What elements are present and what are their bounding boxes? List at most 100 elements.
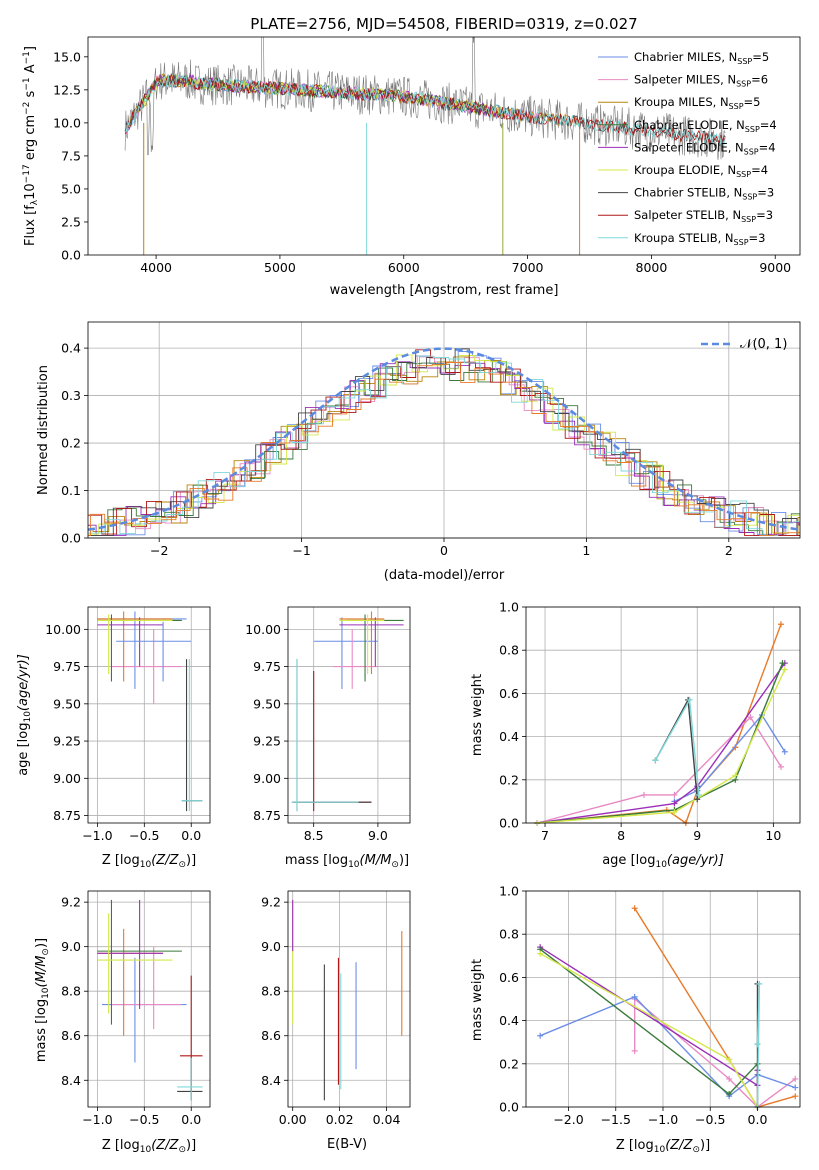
spectrum-ytick-label: 15.0 xyxy=(53,49,81,64)
weight-vs-age-point xyxy=(779,660,786,667)
weight-vs-age-panel: 7 8 9 10 0.0 0.2 0.4 0.6 0.8 1.0 age [log10(age/y… xyxy=(470,600,801,870)
legend-label-sub: SSP xyxy=(736,80,751,89)
age-vs-Z-ytick-label: 10.00 xyxy=(45,622,81,637)
weight-vs-age-point xyxy=(732,772,739,779)
weight-vs-age-point xyxy=(640,791,647,798)
weight-vs-age-series-line xyxy=(537,669,786,824)
weight-vs-Z-series-line xyxy=(539,946,759,1087)
weight-vs-Z-series-line xyxy=(539,952,759,1108)
spectrum-xtick-label: 7000 xyxy=(512,260,544,275)
spectrum-xtick-label: 9000 xyxy=(759,260,791,275)
weight-vs-age-point xyxy=(781,748,788,755)
weight-vs-age-series-line xyxy=(537,662,784,824)
mass-vs-EBV-grid xyxy=(288,891,410,1107)
weight-vs-Z-series-line xyxy=(634,997,796,1108)
residuals-xtick-label: −1 xyxy=(292,543,310,558)
mass-vs-Z-xtick-label: 0.0 xyxy=(181,1112,201,1127)
weight-vs-Z-point xyxy=(631,993,638,1000)
weight-vs-age-xtick-label: 9 xyxy=(693,828,701,843)
spectrum-data-line xyxy=(124,37,726,161)
legend-label-suffix: =5 xyxy=(744,95,761,109)
weight-vs-Z-series-line xyxy=(634,907,796,1108)
age-vs-Z-ytick-label: 9.00 xyxy=(53,771,81,786)
mass-vs-EBV-xtick-label: 0.02 xyxy=(326,1112,354,1127)
legend-label-suffix: =4 xyxy=(751,163,768,177)
weight-vs-age-ytick-label: 0.8 xyxy=(499,643,519,658)
weight-vs-age-xtick-label: 10 xyxy=(765,828,781,843)
legend-label-suffix: =6 xyxy=(751,73,768,87)
legend-label-sub: SSP xyxy=(729,102,744,111)
weight-vs-age-series-line xyxy=(537,662,786,824)
weight-vs-Z-xtick-label: −1.5 xyxy=(601,1112,631,1127)
mass-vs-Z-ytick-label: 8.8 xyxy=(61,984,81,999)
weight-vs-age-series-line xyxy=(537,716,782,824)
residuals-xtick-label: 2 xyxy=(725,543,733,558)
mass-vs-EBV-panel: 0.00 0.02 0.04 8.4 8.6 8.8 9.0 9.2 E(B-V) xyxy=(261,890,411,1152)
weight-vs-age-point xyxy=(671,791,678,798)
mass-vs-EBV-ytick-label: 9.0 xyxy=(261,939,281,954)
residuals-axes: −2 −1 0 1 2 0.0 0.1 0.2 0.3 0.4 xyxy=(61,341,733,558)
age-vs-mass-xlabel: mass [log10(M/M⊙)] xyxy=(285,853,409,870)
weight-vs-age-axes: 7 8 9 10 0.0 0.2 0.4 0.6 0.8 1.0 xyxy=(499,600,781,844)
weight-vs-Z-point xyxy=(631,905,638,912)
legend-label-suffix: =5 xyxy=(752,50,769,64)
age-vs-Z-xtick-label: −1.0 xyxy=(82,828,112,843)
mass-vs-EBV-xlabel: E(B-V) xyxy=(327,1137,367,1152)
weight-vs-Z-point xyxy=(726,1091,733,1098)
age-vs-Z-frame xyxy=(87,606,211,824)
legend-label-sub: SSP xyxy=(741,215,756,224)
legend-label-sub: SSP xyxy=(742,193,757,202)
legend-label-prefix: Kroupa ELODIE, N xyxy=(634,163,736,177)
weight-vs-age-point xyxy=(671,809,678,816)
spectrum-xlabel: wavelength [Angstrom, rest frame] xyxy=(330,283,559,298)
spectrum-model-line xyxy=(124,74,726,146)
spectrum-title: PLATE=2756, MJD=54508, FIBERID=0319, z=0… xyxy=(250,15,637,33)
age-vs-Z-xtick-label: 0.0 xyxy=(181,828,201,843)
weight-vs-age-point xyxy=(777,621,784,628)
mass-vs-EBV-frame xyxy=(287,890,411,1108)
spectrum-xtick-label: 8000 xyxy=(636,260,668,275)
weight-vs-Z-point xyxy=(792,1084,799,1091)
weight-vs-Z-ytick-label: 0.0 xyxy=(499,1100,519,1115)
legend-label: Chabrier MILES, NSSP=5 xyxy=(634,50,769,66)
weight-vs-age-point xyxy=(781,666,788,673)
residuals-ytick-label: 0.4 xyxy=(61,341,81,356)
age-vs-mass-ytick-label: 9.00 xyxy=(253,771,281,786)
mass-vs-Z-ytick-label: 9.0 xyxy=(61,939,81,954)
age-vs-Z-ytick-label: 9.50 xyxy=(53,696,81,711)
weight-vs-Z-ytick-label: 0.8 xyxy=(499,927,519,942)
weight-vs-age-point xyxy=(686,696,693,703)
mass-vs-EBV-ytick-label: 8.8 xyxy=(261,984,281,999)
weight-vs-Z-frame xyxy=(525,890,801,1108)
normal-curve xyxy=(88,347,800,531)
mass-vs-EBV-ytick-label: 8.6 xyxy=(261,1028,281,1043)
weight-vs-age-xlabel: age [log10(age/yr)] xyxy=(602,853,724,870)
weight-vs-Z-point xyxy=(756,980,763,987)
residuals-legend: 𝒩(0, 1) xyxy=(701,337,787,352)
mass-vs-EBV-ytick-label: 8.4 xyxy=(261,1073,281,1088)
normal-legend-label: 𝒩(0, 1) xyxy=(740,337,787,352)
legend-label: Chabrier STELIB, NSSP=3 xyxy=(634,186,774,202)
mass-vs-Z-ylabel: mass [log10(M/M⊙)] xyxy=(34,938,51,1062)
legend-label-sub: SSP xyxy=(745,125,760,134)
mass-vs-Z-panel: −1.0 −0.5 0.0 8.4 8.6 8.8 9.0 9.2 Z [log10(Z/Z⊙… xyxy=(34,890,211,1155)
residuals-ytick-label: 0.0 xyxy=(61,531,81,546)
weight-vs-Z-xlabel: Z [log10(Z/Z⊙)] xyxy=(616,1138,710,1155)
spectrum-ylabel: Flux [fλ10−17 erg cm−2 s−1 A−1] xyxy=(22,46,40,246)
weight-vs-age-ytick-label: 0.0 xyxy=(499,816,519,831)
weight-vs-age-xtick-label: 8 xyxy=(617,828,625,843)
mass-vs-Z-xtick-label: −0.5 xyxy=(129,1112,159,1127)
weight-vs-age-xtick-label: 7 xyxy=(541,828,549,843)
weight-vs-age-lines xyxy=(534,621,788,826)
residuals-xtick-label: −2 xyxy=(150,543,168,558)
weight-vs-age-ytick-label: 0.6 xyxy=(499,686,519,701)
age-vs-mass-ytick-label: 9.25 xyxy=(253,734,281,749)
mass-vs-Z-errorbars xyxy=(97,899,203,1101)
age-vs-mass-xtick-label: 8.5 xyxy=(304,828,324,843)
mass-vs-EBV-errorbars xyxy=(292,899,403,1101)
mass-vs-Z-frame xyxy=(87,890,211,1108)
mass-vs-Z-xlabel: Z [log10(Z/Z⊙)] xyxy=(102,1138,196,1155)
spectrum-frame xyxy=(87,36,801,256)
residuals-xtick-label: 1 xyxy=(582,543,590,558)
